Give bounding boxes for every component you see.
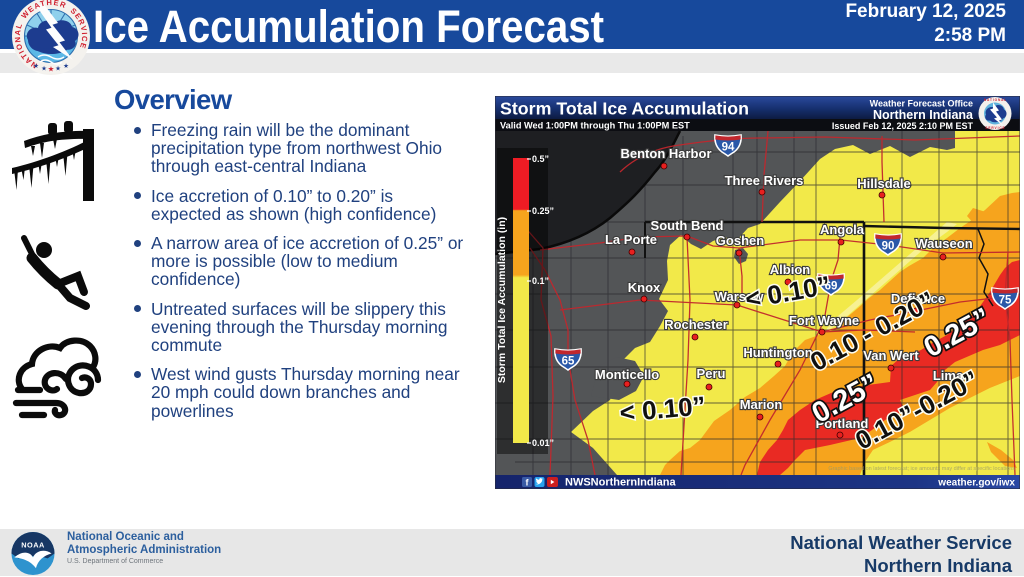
- svg-text:75: 75: [999, 295, 1012, 307]
- svg-text:65: 65: [562, 356, 575, 368]
- svg-text:Goshen: Goshen: [716, 233, 764, 248]
- svg-text:Benton Harbor: Benton Harbor: [621, 146, 712, 161]
- svg-text:South Bend: South Bend: [651, 218, 724, 233]
- svg-text:Valid Wed 1:00PM through Thu 1: Valid Wed 1:00PM through Thu 1:00PM EST: [500, 121, 690, 131]
- svg-text:Van Wert: Van Wert: [863, 348, 919, 363]
- svg-text:Storm Total Ice Accumulation (: Storm Total Ice Accumulation (in): [496, 217, 508, 383]
- svg-text:Marion: Marion: [740, 397, 783, 412]
- svg-text:NOAA: NOAA: [21, 541, 45, 550]
- svg-text:N A T I O N A L: N A T I O N A L: [984, 98, 1006, 102]
- svg-text:Fort Wayne: Fort Wayne: [789, 313, 859, 328]
- svg-text:Portland: Portland: [816, 416, 869, 431]
- svg-text:Angola: Angola: [820, 222, 865, 237]
- svg-text:Knox: Knox: [628, 280, 661, 295]
- svg-text:Storm Total Ice Accumulation: Storm Total Ice Accumulation: [500, 99, 749, 119]
- svg-text:Defiance: Defiance: [891, 291, 945, 306]
- svg-text:Huntington: Huntington: [743, 345, 812, 360]
- svg-text:S E R V I C E: S E R V I C E: [985, 126, 1004, 130]
- svg-text:Warsaw: Warsaw: [715, 289, 765, 304]
- svg-text:Issued Feb 12, 2025 2:10 PM ES: Issued Feb 12, 2025 2:10 PM EST: [832, 121, 974, 131]
- svg-text:Peru: Peru: [697, 366, 726, 381]
- svg-text:Lima: Lima: [933, 368, 964, 383]
- svg-text:★: ★: [55, 65, 61, 73]
- svg-text:Northern Indiana: Northern Indiana: [873, 108, 974, 122]
- svg-text:La Porte: La Porte: [605, 232, 657, 247]
- svg-text:0.5”: 0.5”: [532, 154, 549, 164]
- svg-text:Hillsdale: Hillsdale: [857, 176, 910, 191]
- svg-text:★: ★: [41, 65, 47, 73]
- svg-text:Three Rivers: Three Rivers: [725, 173, 804, 188]
- svg-text:Albion: Albion: [770, 262, 810, 277]
- svg-text:Weather Forecast Office: Weather Forecast Office: [870, 99, 973, 109]
- svg-text:★: ★: [33, 62, 39, 70]
- svg-text:94: 94: [722, 142, 735, 154]
- svg-text:0.1”: 0.1”: [532, 276, 549, 286]
- svg-text:★: ★: [48, 65, 55, 74]
- svg-text:Monticello: Monticello: [595, 367, 659, 382]
- svg-text:69: 69: [825, 281, 838, 293]
- svg-text:0.01”: 0.01”: [532, 438, 554, 448]
- svg-text:NWSNorthernIndiana: NWSNorthernIndiana: [565, 477, 676, 489]
- svg-text:Rochester: Rochester: [664, 317, 728, 332]
- svg-text:f: f: [526, 478, 530, 488]
- svg-text:Graphic based on latest foreca: Graphic based on latest forecast; ice am…: [828, 466, 1015, 472]
- svg-text:0.25”: 0.25”: [532, 206, 554, 216]
- svg-text:weather.gov/iwx: weather.gov/iwx: [937, 478, 1015, 489]
- svg-text:★: ★: [63, 62, 69, 70]
- svg-text:Wauseon: Wauseon: [915, 236, 972, 251]
- svg-text:90: 90: [882, 241, 895, 253]
